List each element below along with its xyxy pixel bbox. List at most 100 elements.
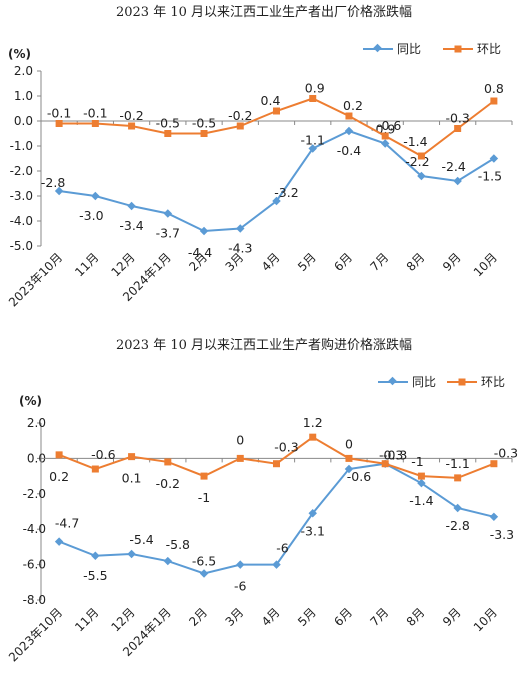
y-tick-label: -2.0 xyxy=(23,487,46,501)
data-point-yoy xyxy=(308,144,317,153)
data-label-mom: -0.2 xyxy=(156,476,180,491)
data-label-mom: -0.3 xyxy=(445,111,469,126)
x-tick-label: 9月 xyxy=(440,605,464,629)
data-label-yoy: -2.2 xyxy=(405,154,429,169)
data-label-yoy: -4.3 xyxy=(228,241,252,256)
data-point-mom xyxy=(454,125,462,132)
data-label-mom: -1 xyxy=(411,454,423,469)
data-point-yoy xyxy=(380,139,390,148)
x-tick-label: 7月 xyxy=(368,605,392,629)
data-point-yoy xyxy=(163,209,173,218)
data-point-mom xyxy=(164,130,172,137)
x-tick-label: 6月 xyxy=(331,250,355,274)
x-tick-label: 12月 xyxy=(109,605,138,634)
data-label-mom: -0.2 xyxy=(228,108,252,123)
data-label-yoy: -0.4 xyxy=(337,143,361,158)
data-label-yoy: -1.4 xyxy=(409,493,433,508)
data-point-yoy xyxy=(417,171,426,181)
data-point-mom xyxy=(490,460,498,468)
data-point-yoy xyxy=(344,464,354,474)
x-tick-label: 8月 xyxy=(404,605,428,629)
legend-marker-yoy xyxy=(388,376,397,386)
y-tick-label: 1.0 xyxy=(14,89,33,103)
data-label-mom: -0.3 xyxy=(274,440,298,455)
legend-label-yoy: 同比 xyxy=(397,42,421,56)
x-tick-label: 2月 xyxy=(186,605,210,629)
data-point-yoy xyxy=(236,224,245,233)
data-label-mom: -0.5 xyxy=(192,116,216,131)
data-label-mom: 1.2 xyxy=(303,415,323,430)
data-point-mom xyxy=(55,120,63,127)
data-label-yoy: -1.1 xyxy=(301,133,325,148)
y-tick-label: -4.0 xyxy=(23,522,46,536)
data-label-yoy: -3.7 xyxy=(156,226,180,241)
data-point-yoy xyxy=(127,549,136,559)
data-label-mom: -1.4 xyxy=(403,134,427,149)
x-tick-label: 2023年10月 xyxy=(6,250,65,309)
data-point-mom xyxy=(200,472,208,480)
data-label-yoy: -5.4 xyxy=(129,532,153,547)
data-point-yoy xyxy=(453,176,462,186)
y-tick-label: -8.0 xyxy=(23,593,46,607)
x-tick-label: 4月 xyxy=(259,605,283,629)
x-tick-label: 10月 xyxy=(471,605,500,634)
data-point-mom xyxy=(55,451,63,459)
data-point-mom xyxy=(236,122,244,130)
data-label-yoy: -6.5 xyxy=(192,553,216,568)
x-tick-label: 3月 xyxy=(223,605,247,629)
data-point-yoy xyxy=(54,537,64,546)
data-label-yoy: -5.8 xyxy=(166,537,190,552)
data-point-yoy xyxy=(489,154,499,163)
data-label-yoy: -2.8 xyxy=(445,518,469,533)
data-point-mom xyxy=(381,460,389,468)
x-tick-label: 11月 xyxy=(72,250,101,279)
data-point-mom xyxy=(273,107,280,115)
y-unit-label: (%) xyxy=(19,394,42,408)
data-label-yoy: -6 xyxy=(276,541,289,556)
data-label-mom: 0.2 xyxy=(49,469,69,484)
x-tick-label: 7月 xyxy=(368,250,392,274)
y-tick-label: -2.0 xyxy=(10,164,33,178)
data-point-mom xyxy=(236,454,244,462)
y-tick-label: 0.0 xyxy=(14,114,33,128)
data-point-yoy xyxy=(54,186,64,196)
legend-marker-mom xyxy=(454,45,462,53)
x-tick-label: 8月 xyxy=(404,250,428,274)
data-label-mom: 0.9 xyxy=(305,81,325,96)
x-tick-label: 6月 xyxy=(331,605,355,629)
data-point-yoy xyxy=(453,503,462,513)
x-tick-label: 12月 xyxy=(109,250,138,279)
data-point-yoy xyxy=(417,478,426,488)
data-label-mom: 0 xyxy=(345,436,353,451)
data-point-yoy xyxy=(344,126,354,136)
legend-marker-yoy xyxy=(373,43,382,53)
chart-title: 2023 年 10 月以来江西工业生产者购进价格涨跌幅 xyxy=(116,337,412,353)
data-point-yoy xyxy=(308,509,317,518)
x-tick-label: 2023年10月 xyxy=(6,605,65,664)
legend-label-mom: 环比 xyxy=(477,42,501,56)
y-tick-label: -3.0 xyxy=(10,189,33,203)
chart-title: 2023 年 10 月以来江西工业生产者出厂价格涨跌幅 xyxy=(116,4,412,20)
chart-output-price: 2023 年 10 月以来江西工业生产者出厂价格涨跌幅 (%) 同比 环比 2.… xyxy=(6,4,513,309)
data-label-yoy: -4.7 xyxy=(55,516,79,531)
chart-input-price: 2023 年 10 月以来江西工业生产者购进价格涨跌幅 (%) 同比 环比 2.… xyxy=(6,337,518,664)
data-point-mom xyxy=(417,472,425,480)
data-label-yoy: -3.3 xyxy=(490,527,514,542)
x-tick-label: 5月 xyxy=(295,605,319,629)
legend-marker-mom xyxy=(458,378,466,386)
data-label-yoy: -0.9 xyxy=(371,122,395,137)
data-label-mom: -0.3 xyxy=(494,446,518,461)
data-point-mom xyxy=(128,453,136,461)
data-label-yoy: -3.0 xyxy=(79,208,103,223)
data-label-yoy: -0.6 xyxy=(347,469,371,484)
x-tick-label: 11月 xyxy=(72,605,101,634)
data-point-mom xyxy=(417,152,425,160)
data-label-yoy: -3.2 xyxy=(274,185,298,200)
data-label-yoy: -3.1 xyxy=(301,523,325,538)
x-tick-label: 9月 xyxy=(440,250,464,274)
data-point-mom xyxy=(309,433,317,441)
data-point-mom xyxy=(128,122,136,130)
data-label-mom: 0.1 xyxy=(122,471,142,486)
y-tick-label: 2.0 xyxy=(14,64,33,78)
data-point-yoy xyxy=(91,551,100,560)
